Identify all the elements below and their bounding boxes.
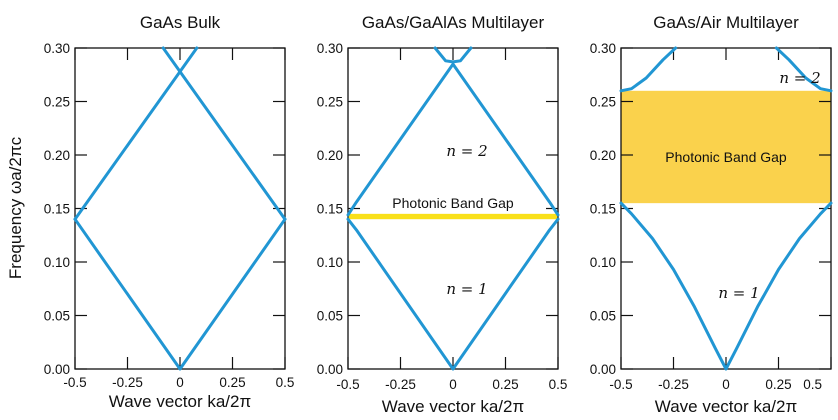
x-tick-label: -0.5	[63, 375, 86, 390]
band-curve-1	[346, 217, 560, 371]
y-tick-label: 0.20	[590, 148, 616, 163]
x-tick-label: -0.25	[658, 377, 689, 392]
y-tick-label: 0.00	[44, 362, 70, 377]
x-tick-label: 0.5	[276, 375, 295, 390]
x-axis-label: Wave vector ka/2π	[655, 397, 797, 416]
x-tick-label: 0	[176, 375, 184, 390]
band-gap-region	[621, 90, 831, 204]
band-curve-3	[433, 46, 473, 64]
x-tick-label: 0.5	[549, 377, 568, 392]
band-curve-2	[73, 46, 199, 221]
panel-title: GaAs Bulk	[140, 13, 221, 32]
plot-frame	[74, 47, 286, 370]
x-tick-label: -0.25	[385, 377, 416, 392]
y-tick-label: 0.05	[590, 309, 616, 324]
band-gap-label: Photonic Band Gap	[392, 195, 514, 211]
band-index-label-n1: n = 1	[718, 284, 759, 302]
band-gap-label: Photonic Band Gap	[665, 149, 787, 165]
panel-gaas-gaalas-multilayer: GaAs/GaAlAs Multilayer 0.00 0.05 0.10 0.…	[317, 13, 568, 416]
y-tick-label: 0.10	[590, 255, 616, 270]
panel-title: GaAs/Air Multilayer	[653, 13, 799, 32]
y-tick-label: 0.00	[317, 362, 343, 377]
panel-gaas-air-multilayer: GaAs/Air Multilayer 0.00 0.05 0.10 0.15 …	[590, 13, 833, 416]
y-tick-label: 0.30	[44, 41, 70, 56]
x-tick-label: 0	[722, 377, 730, 392]
band-curve-3	[774, 46, 833, 93]
y-tick-label: 0.30	[317, 41, 343, 56]
x-tick-label: 0	[449, 377, 457, 392]
y-tick-label: 0.15	[44, 202, 70, 217]
x-tick-label: -0.5	[609, 377, 632, 392]
band-gap-region	[348, 213, 558, 220]
y-tick-label: 0.05	[317, 309, 343, 324]
y-tick-label: 0.20	[44, 148, 70, 163]
y-tick-label: 0.05	[44, 309, 70, 324]
y-tick-label: 0.25	[590, 95, 616, 110]
y-tick-label: 0.15	[317, 202, 343, 217]
x-tick-label: -0.25	[112, 375, 143, 390]
band-curve-2	[346, 62, 560, 217]
y-axis-label: Frequency ωa/2πc	[6, 136, 25, 279]
y-tick-label: 0.25	[44, 95, 70, 110]
x-tick-label: 0.25	[492, 377, 518, 392]
y-tick-label: 0.15	[590, 202, 616, 217]
x-tick-label: 0.25	[765, 377, 791, 392]
y-tick-label: 0.00	[590, 362, 616, 377]
y-tick-label: 0.20	[317, 148, 343, 163]
band-index-label-n2: n = 2	[779, 69, 820, 87]
band-index-label-n2: n = 2	[446, 142, 487, 160]
y-tick-label: 0.30	[590, 41, 616, 56]
band-curve-1	[73, 217, 287, 371]
y-tick-label: 0.10	[44, 255, 70, 270]
band-curve-2	[619, 46, 678, 93]
panel-title: GaAs/GaAlAs Multilayer	[362, 13, 545, 32]
y-tick-label: 0.25	[317, 95, 343, 110]
band-curve-3	[161, 46, 287, 221]
x-axis-label: Wave vector ka/2π	[109, 392, 251, 411]
x-tick-label: 0.25	[219, 375, 245, 390]
y-tick-label: 0.10	[317, 255, 343, 270]
x-tick-label: -0.5	[336, 377, 359, 392]
panel-gaas-bulk: GaAs Bulk 0.00 0.05 0.10 0.15 0.20 0.25 …	[6, 13, 294, 411]
x-tick-label: 0.5	[803, 377, 822, 392]
band-index-label-n1: n = 1	[446, 280, 487, 298]
x-axis-label: Wave vector ka/2π	[382, 397, 524, 416]
band-curve-1	[619, 201, 833, 371]
